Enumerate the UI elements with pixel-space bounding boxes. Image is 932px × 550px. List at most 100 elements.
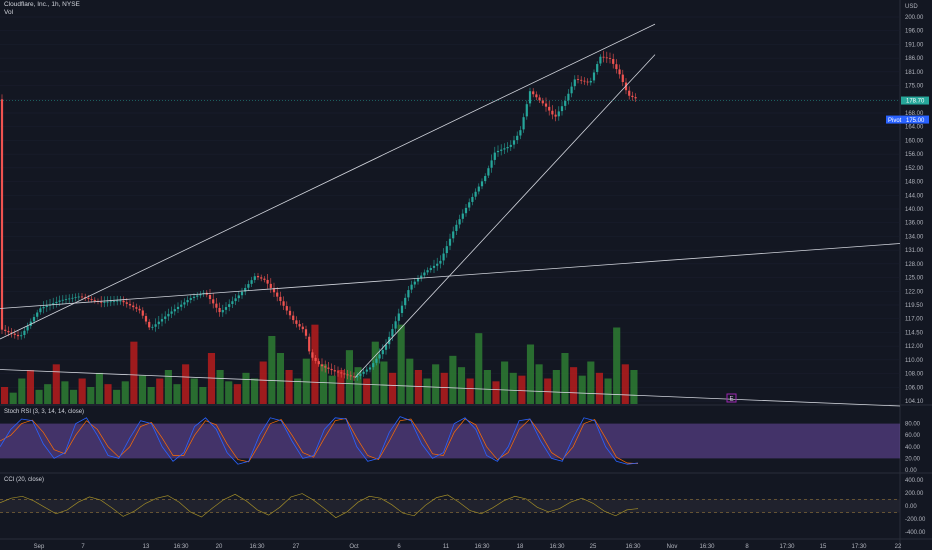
candle-body [621,74,624,83]
candle-body [324,366,327,368]
candle-body [77,296,80,298]
volume-bar [95,372,103,404]
volume-bar [328,375,336,404]
volume-bar [69,389,78,404]
volume-bar [190,378,198,404]
price-tick-label: 191.00 [905,42,924,48]
candle-body [480,181,484,187]
candle-body [272,288,276,293]
volume-bar [87,387,95,404]
price-tick-label: 106.00 [905,385,924,391]
price-tick-label: 168.00 [905,111,924,117]
candle-body [170,311,173,314]
candle-body [196,295,199,297]
cci-tick: -400.00 [905,530,926,536]
candle-body [506,147,509,149]
trendline [354,54,656,378]
candle-body [138,308,141,311]
time-tick-label: 13 [143,544,150,550]
cci-tick: 0.00 [905,504,917,510]
time-tick-label: 16:30 [249,544,265,550]
candle-body [58,300,61,302]
pivot-tag [886,115,929,124]
volume-bar [587,361,595,404]
price-tick-label: 134.00 [905,234,924,240]
candle-body [532,91,535,95]
trendline [0,243,901,309]
candle-body [279,296,282,302]
cci-tick: 400.00 [905,478,924,484]
trendline [0,369,901,407]
volume-bar [216,370,224,404]
candle-body [564,100,567,106]
candle-body [295,320,298,324]
candle-body [384,344,388,350]
candle-body [340,372,343,374]
volume-bar [233,384,241,404]
candle-body [52,303,55,305]
candle-body [228,304,231,307]
volume-bar [604,378,612,404]
candle-body [151,326,154,328]
candle-body [445,246,448,254]
volume-bar [526,344,535,404]
time-tick-label: 15 [820,544,827,550]
candle-body [218,307,221,313]
cci-line [0,493,639,519]
volume-bar [621,364,629,404]
candle-body [7,331,10,333]
candle-body [0,99,4,330]
volume-bar [561,353,569,404]
price-tick-label: 122.00 [905,289,924,295]
volume-bar [61,381,69,404]
candle-body [439,260,442,264]
cci-band [0,499,900,513]
candle-body [554,114,557,117]
stoch-rsi-tick: 40.00 [905,445,921,451]
volume-bar [535,364,543,404]
volume-label: Vol [4,9,14,16]
candle-body [349,375,352,377]
volume-bar [294,378,302,404]
volume-bar [242,372,250,404]
candle-body [448,238,452,246]
time-tick-label: 18 [517,544,524,550]
candle-body [208,294,212,300]
candle-body [541,100,544,104]
volume-bar [552,370,560,404]
chart-title: Cloudflare, Inc., 1h, NYSE [4,1,80,8]
candle-body [452,231,455,239]
candle-body [103,301,106,303]
volume-bar [449,355,457,404]
volume-bar [371,341,379,404]
time-tick-label: 17:30 [779,544,795,550]
last-price-value: 178.70 [906,99,925,105]
candle-body [176,306,180,310]
candle-body [250,280,253,284]
candle-body [224,307,228,310]
candle-body [455,224,458,231]
time-tick-label: 8 [745,544,749,550]
candle-body [391,329,394,337]
candle-body [372,363,375,368]
candle-body [87,297,90,299]
candle-body [157,321,160,325]
last-price-tag [901,96,929,105]
candle-body [301,326,304,330]
candle-body [173,309,176,312]
candle-body [285,306,288,311]
candle-body [13,333,16,335]
candle-body [244,287,247,292]
volume-bar [251,378,259,404]
volume-bar [302,358,310,404]
candle-body [234,298,237,302]
price-tick-label: 114.50 [905,330,924,336]
candle-body [548,106,551,111]
candle-body [80,296,84,298]
candle-body [74,297,77,299]
candle-body [298,324,301,327]
candle-body [292,315,295,321]
candle-body [407,290,410,298]
candle-body [525,104,528,117]
